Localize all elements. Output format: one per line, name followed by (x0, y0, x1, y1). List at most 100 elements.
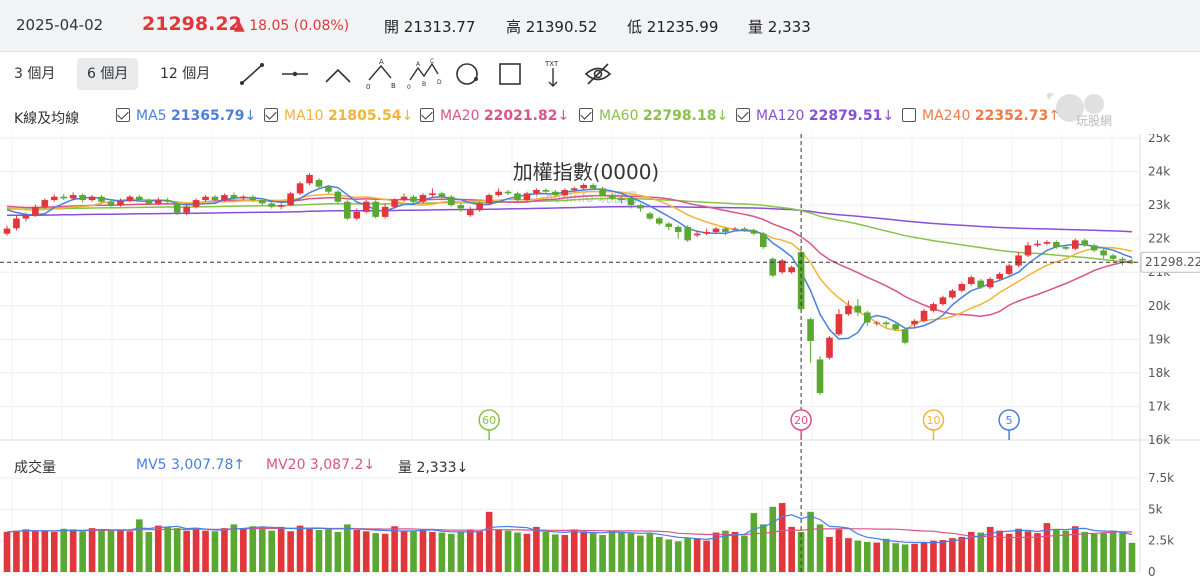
quote-volume: 量 2,333 (748, 16, 811, 37)
quote-high: 高 21390.52 (506, 16, 597, 37)
volume-bar (797, 531, 805, 572)
ma60-checkbox[interactable] (579, 108, 593, 122)
candle-body (608, 195, 616, 199)
ma10-checkbox[interactable] (264, 108, 278, 122)
candle-body (183, 206, 190, 213)
price-tick-label: 19k (1148, 332, 1170, 346)
volume-bar (1034, 533, 1041, 572)
volume-bar (873, 542, 881, 572)
candle-body (599, 188, 606, 196)
volume-bar (646, 533, 654, 572)
candle-body (665, 223, 673, 227)
volume-bar (1090, 533, 1098, 572)
volume-bar (315, 530, 323, 572)
ma120-checkbox[interactable] (736, 108, 750, 122)
volume-bar (656, 536, 663, 572)
candle-body (391, 200, 398, 207)
candle-body (32, 206, 39, 216)
volume-bar (759, 524, 767, 572)
ma-marker-label: 60 (482, 414, 496, 427)
candle-body (240, 196, 247, 199)
candle-body (287, 193, 294, 206)
ma240-toggle[interactable]: MA240 22352.73↑ (902, 108, 1060, 124)
volume-bar (362, 531, 370, 572)
candle-body (221, 195, 228, 201)
ma20-checkbox[interactable] (420, 108, 434, 122)
horizontal-line-icon[interactable] (277, 58, 313, 90)
volume-bar (495, 529, 502, 572)
volume-bar (13, 530, 20, 572)
candle-body (674, 226, 682, 232)
trend-line-icon[interactable] (234, 58, 270, 90)
candle-body (656, 218, 663, 224)
volume-bar (996, 530, 1003, 572)
candle-body (211, 196, 219, 201)
range-12-months-button[interactable]: 12 個月 (160, 66, 211, 82)
hide-icon[interactable] (580, 58, 616, 90)
open-label: 開 (384, 18, 400, 36)
volume-bar (778, 503, 786, 572)
angle-line-icon[interactable] (320, 58, 356, 90)
volume-bar (154, 525, 162, 572)
candle-body (949, 290, 956, 298)
circle-icon[interactable] (449, 58, 485, 90)
volume-bar (192, 529, 200, 572)
candle-body (826, 337, 833, 358)
abc-pattern-icon[interactable]: 0 A B (363, 58, 399, 91)
volume-bar (391, 526, 398, 572)
volume-bar (1062, 530, 1070, 572)
volume-bar (173, 528, 181, 572)
volume-bar (542, 531, 550, 572)
ma5-toggle[interactable]: MA5 21365.79↓ (116, 108, 256, 124)
candle-body (1081, 240, 1089, 246)
ma120-value: 22879.51 (808, 108, 883, 124)
volume-bar (287, 531, 294, 572)
abcd-pattern-icon[interactable]: 0 A B C D (406, 58, 442, 91)
candle-body (268, 203, 276, 207)
text-icon[interactable]: TXT (535, 58, 571, 90)
candle-body (863, 312, 871, 323)
ma-marker-label: 5 (1006, 414, 1013, 427)
volume-bar (637, 535, 644, 572)
price-tick-label: 24k (1148, 165, 1170, 179)
volume-bar (1109, 530, 1117, 572)
ma10-toggle[interactable]: MA10 21805.54↓ (264, 108, 413, 124)
candle-body (277, 205, 285, 207)
volume-bar (561, 535, 569, 572)
volume-bar (712, 532, 720, 572)
ma5-checkbox[interactable] (116, 108, 130, 122)
volume-bar (816, 524, 824, 572)
candle-body (145, 200, 153, 204)
volume-bar (164, 526, 172, 572)
candle-body (552, 191, 559, 196)
ma10-label: MA10 (284, 108, 324, 124)
volume-bar (1071, 526, 1079, 572)
range-6-months-button[interactable]: 6 個月 (77, 58, 139, 90)
volume-bar (296, 525, 304, 572)
volume-bar (249, 526, 257, 572)
svg-text:A: A (379, 58, 384, 66)
candle-body (542, 190, 550, 192)
candle-body (986, 278, 994, 288)
candlestick-chart[interactable]: 25k24k23k22k21k20k19k18k17k16k7.5k5k2.5k… (0, 134, 1200, 576)
ma20-toggle[interactable]: MA20 22021.82↓ (420, 108, 569, 124)
rectangle-icon[interactable] (492, 58, 528, 90)
candle-body (457, 205, 465, 209)
volume-tick-label: 5k (1148, 502, 1163, 516)
candle-body (438, 193, 446, 197)
ma240-checkbox[interactable] (902, 108, 916, 122)
range-3-months-button[interactable]: 3 個月 (14, 66, 56, 82)
ma240-label: MA240 (922, 108, 971, 124)
volume-bar (136, 519, 143, 572)
candle-body (561, 190, 569, 196)
volume-bar (826, 536, 833, 572)
candle-body (315, 179, 323, 187)
price-tick-label: 25k (1148, 134, 1170, 145)
open-value: 21313.77 (403, 18, 476, 36)
ma60-toggle[interactable]: MA60 22798.18↓ (579, 108, 728, 124)
candle-body (485, 195, 493, 204)
volume-bar (863, 541, 871, 572)
ma120-toggle[interactable]: MA120 22879.51↓ (736, 108, 894, 124)
volume-bar (949, 538, 956, 572)
candle-body (192, 200, 200, 207)
